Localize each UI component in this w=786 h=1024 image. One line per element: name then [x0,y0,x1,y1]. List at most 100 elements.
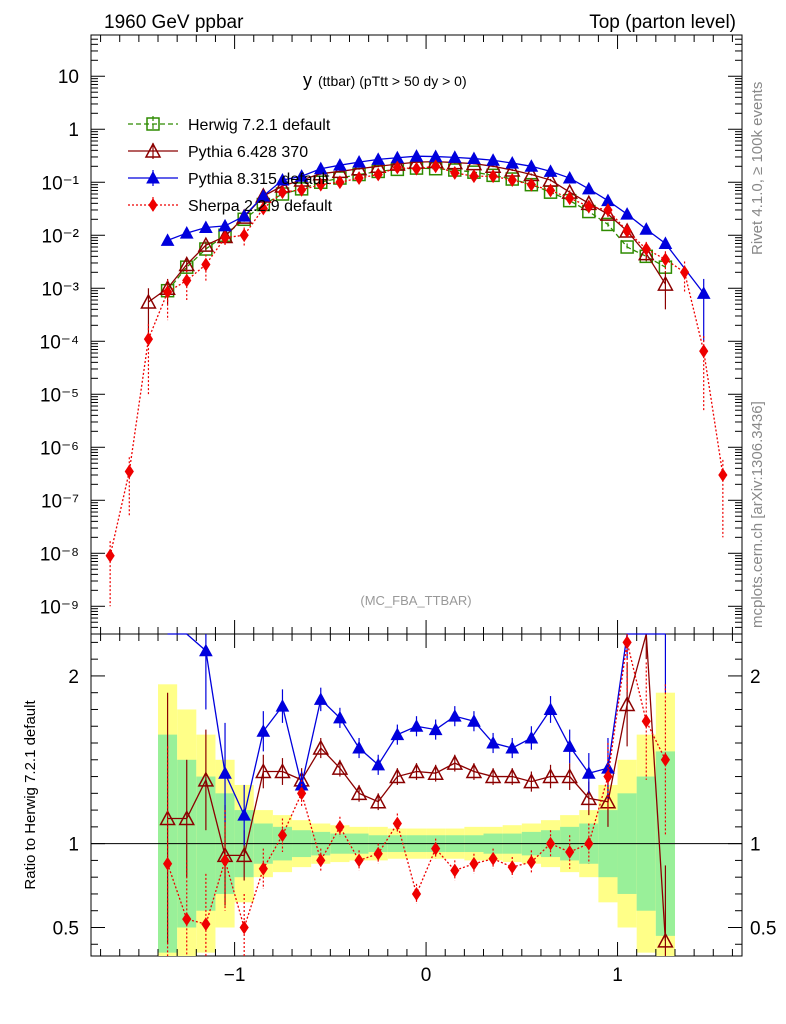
data-point [488,169,498,184]
ratio-point [162,856,173,871]
data-point [639,222,654,235]
ratio-y-tick-label: 2 [68,667,79,688]
plot-title: y (ttbar) (pTtt > 50 dy > 0) [303,70,467,90]
ratio-series-0 [159,633,674,956]
data-point [124,464,134,479]
data-point [258,201,268,216]
ratio-point [373,846,383,861]
energy-label: 1960 GeV ppbar [104,12,244,33]
x-tick-label: 1 [612,965,623,986]
ratio-point [239,920,249,935]
data-point [679,265,690,280]
y-tick-label: 10⁻³ [42,279,80,300]
y-tick-label: 10⁻¹ [42,173,80,194]
data-point [313,161,328,175]
axis-tick-labels: 10110⁻¹10⁻²10⁻³10⁻⁴10⁻⁵10⁻⁶10⁻⁷10⁻⁸10⁻⁹−… [40,67,777,986]
data-point [277,185,288,200]
y-tick-label: 10⁻⁴ [40,332,79,353]
data-point [565,191,575,206]
ratio-point [657,932,674,948]
data-point [658,236,673,249]
ratio-point [197,771,215,787]
data-point [638,245,655,261]
data-point [562,171,577,184]
ratio-point [408,762,425,779]
data-point [294,169,309,182]
ratio-point [369,793,387,809]
ratio-point [274,762,291,779]
process-label: Top (parton level) [589,12,736,33]
data-point [199,220,213,234]
legend-marker [146,170,160,184]
data-point [143,332,154,346]
data-point [354,171,364,185]
data-point [469,169,479,184]
ratio-point [389,767,406,784]
data-point [696,286,711,299]
ratio-point [565,845,575,859]
ratio-point [431,841,441,856]
ratio-point [275,699,290,712]
ratio-point [182,912,192,927]
ratio-point [409,719,424,732]
x-tick-label: 0 [421,965,432,986]
ratio-point [277,828,288,843]
data-point [657,275,674,291]
ratio-point [255,762,272,779]
series-line [148,160,666,303]
data-point [140,293,157,309]
ratio-point [447,709,462,722]
ratio-point [562,739,577,752]
ratio-point [218,766,232,779]
legend-label: Pythia 8.315 default [188,171,330,188]
series-3 [105,159,728,607]
ratio-series-layer [159,633,674,956]
ratio-point [603,769,613,784]
ratio-point [199,643,213,657]
ratio-point [660,752,671,767]
data-point [297,182,307,197]
ratio-point [312,739,330,755]
data-point [239,228,249,243]
data-point [526,177,536,192]
data-point [543,164,558,177]
data-point [524,159,539,172]
ratio-point [484,767,502,784]
ratio-point [427,764,444,780]
ratio-point [581,766,596,779]
ratio-point [352,740,366,754]
rivet-version-label: Rivet 4.1.0, ≥ 100k events [749,82,766,255]
ratio-point [488,851,498,866]
ratio-point [333,710,347,724]
data-point [220,230,230,245]
ratio-point [446,754,464,770]
data-point [584,199,594,214]
ratio-point [467,714,481,727]
data-point [197,236,215,252]
y-tick-label: 10⁻² [42,226,80,247]
ratio-point [641,714,651,729]
y-tick-label: 10⁻⁷ [41,491,79,512]
data-point [352,155,366,168]
ratio-plot-frame [90,633,743,957]
ratio-point [545,836,556,851]
ratio-point [335,819,345,834]
data-point [486,153,500,166]
ratio-point [507,860,517,875]
data-point [660,252,671,267]
data-point [622,224,632,238]
ratio-point [526,855,536,869]
x-tick-label: −1 [224,965,246,986]
ratio-point [543,702,558,715]
data-point [371,152,386,165]
ratio-point [428,722,443,736]
data-point [507,173,517,187]
data-point [333,158,347,171]
ratio-point [371,757,386,771]
ratio-point [220,853,230,868]
ratio-point [316,853,326,868]
legend-marker [144,142,162,158]
data-point [256,188,271,202]
data-point [316,177,326,192]
data-point [581,181,596,195]
